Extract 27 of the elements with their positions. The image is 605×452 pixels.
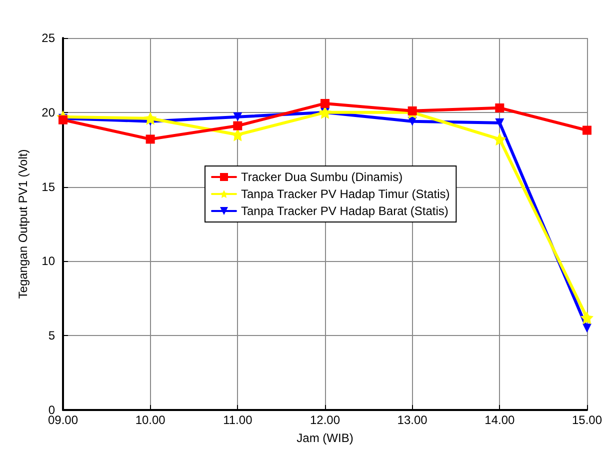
- point: [495, 103, 504, 112]
- x-tick-label: 14.00: [484, 413, 515, 427]
- point: [320, 98, 330, 108]
- x-tick-label: 12.00: [310, 413, 340, 427]
- point: [495, 118, 504, 128]
- x-tick-label: 10.00: [135, 413, 166, 427]
- y-tick-label: 25: [42, 31, 56, 45]
- y-tick-label: 20: [42, 105, 56, 120]
- x-tick-label: 11.00: [223, 413, 253, 427]
- point: [582, 126, 592, 135]
- legend-label: Tracker Dua Sumbu (Dinamis): [241, 170, 403, 184]
- y-tick-label: 15: [42, 180, 56, 194]
- y-tick-label: 10: [42, 254, 56, 268]
- legend-label: Tanpa Tracker PV Hadap Barat (Statis): [241, 204, 448, 218]
- y-axis-title: Tegangan Output PV1 (Volt): [16, 149, 30, 299]
- point: [233, 121, 242, 130]
- legend-label: Tanpa Tracker PV Hadap Timur (Statis): [241, 187, 450, 201]
- point: [231, 128, 244, 142]
- x-tick-label: 15.00: [572, 413, 602, 427]
- point: [493, 132, 506, 146]
- x-tick-label: 13.00: [397, 413, 428, 427]
- point: [146, 134, 155, 144]
- point: [233, 112, 242, 122]
- x-axis-title: Jam (WIB): [296, 431, 354, 445]
- y-tick-label: 5: [48, 328, 56, 343]
- point: [582, 324, 592, 333]
- point: [580, 311, 594, 324]
